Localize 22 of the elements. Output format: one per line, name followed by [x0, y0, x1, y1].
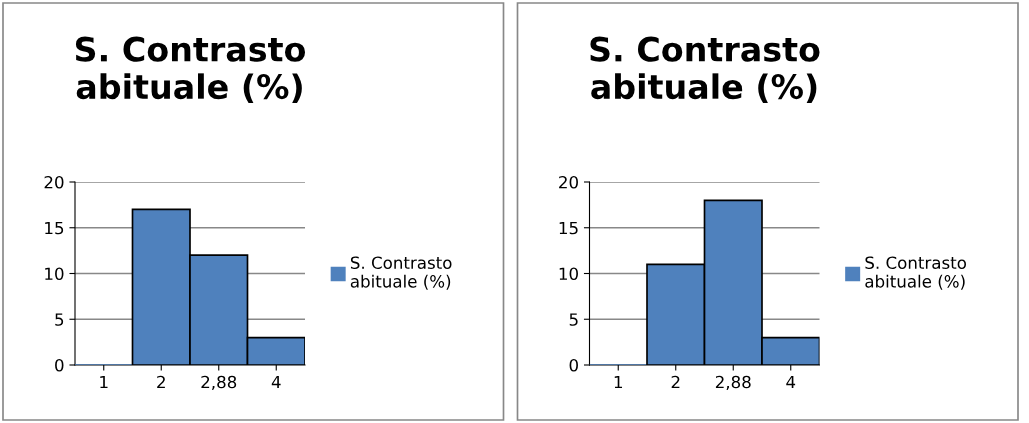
x-tick-label: 4	[786, 375, 796, 389]
x-tick-label: 2	[157, 375, 165, 389]
x-tick-label: 2,88	[715, 375, 751, 391]
x-tick-label: 2	[671, 375, 680, 389]
legend-label: S. Contrasto abituale (%)	[865, 256, 967, 290]
chart-title: S. Contrasto abituale (%)	[75, 36, 306, 104]
y-tick-label: 15	[559, 221, 578, 235]
y-tick-label: 5	[569, 313, 578, 326]
y-tick-label: 20	[559, 175, 578, 189]
y-tick-label: 0	[569, 358, 578, 372]
y-tick-label: 15	[45, 221, 64, 235]
y-tick-label: 5	[55, 313, 64, 326]
y-tick-label: 20	[44, 175, 64, 189]
legend-label: S. Contrasto abituale (%)	[350, 256, 452, 290]
x-tick-label: 2,88	[201, 375, 237, 391]
y-tick-label: 10	[45, 267, 64, 281]
y-tick-label: 10	[559, 267, 578, 281]
x-tick-label: 4	[271, 375, 281, 389]
x-tick-label: 1	[100, 375, 108, 389]
chart-title: S. Contrasto abituale (%)	[590, 36, 820, 104]
y-tick-label: 0	[55, 358, 64, 372]
x-tick-label: 1	[614, 375, 623, 389]
